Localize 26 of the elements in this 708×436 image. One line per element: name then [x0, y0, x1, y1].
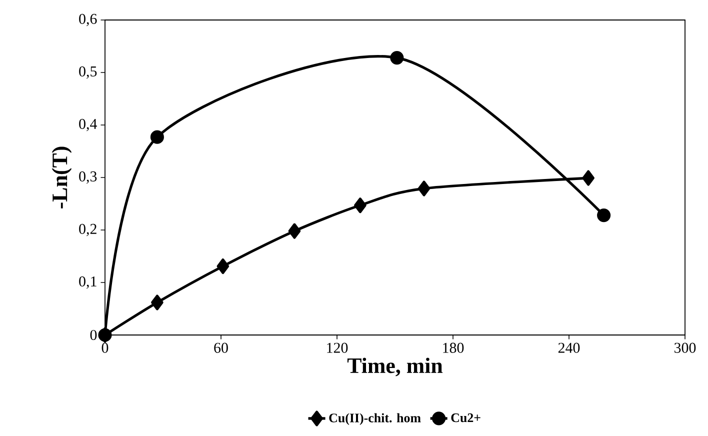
x-tick-label: 180: [443, 342, 464, 353]
y-tick-label: 0,6: [79, 14, 97, 26]
x-tick-label: 120: [327, 342, 348, 353]
x-tick-label: 300: [674, 342, 696, 353]
x-tick-label: 240: [558, 342, 580, 353]
point: [354, 198, 366, 214]
point: [150, 130, 164, 144]
point: [582, 170, 594, 186]
point: [216, 258, 230, 274]
x-axis-title: Time, min: [347, 358, 443, 376]
y-tick-label: 0,2: [79, 224, 96, 236]
y-axis-title: -Ln(T): [52, 146, 72, 208]
y-tick-label: 0,4: [79, 118, 97, 132]
point: [418, 180, 430, 196]
point: [390, 51, 404, 65]
legend-label: Cu(II)-chit. hom: [329, 413, 421, 425]
legend-label: Cu2+: [451, 413, 480, 422]
x-tick-label: 60: [214, 342, 228, 353]
y-tick-label: 0,5: [79, 66, 97, 79]
point: [288, 223, 301, 239]
x-tick-label: 0: [102, 342, 108, 353]
y-tick-label: 0,3: [79, 171, 97, 184]
y-tick-label: 0,1: [79, 276, 96, 289]
point: [151, 294, 164, 310]
y-tick-label: 0: [90, 330, 97, 340]
point: [597, 208, 611, 222]
